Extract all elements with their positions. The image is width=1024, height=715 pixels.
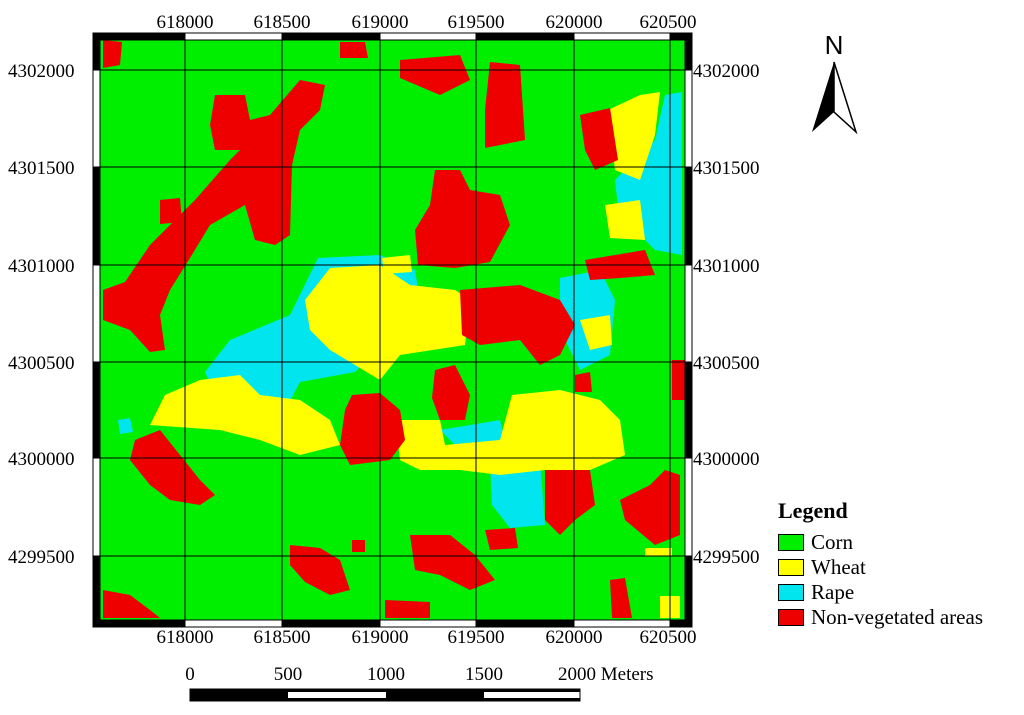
- bottom-tick-label: 619500: [448, 627, 505, 648]
- border-segment: [379, 32, 477, 41]
- border-segment: [92, 32, 101, 71]
- left-tick-label: 4302000: [8, 61, 75, 82]
- map-border: [92, 32, 693, 628]
- legend-item-wheat: Wheat: [778, 555, 983, 580]
- bottom-tick-label: 619000: [352, 627, 409, 648]
- border-segment: [684, 457, 693, 557]
- border-segment: [684, 166, 693, 266]
- land-cover-map: [99, 39, 686, 621]
- right-tick-label: 4299500: [693, 547, 760, 568]
- border-segment: [475, 32, 575, 41]
- right-tick-label: 4300000: [693, 449, 760, 470]
- scale-bar: 0 500 1000 1500 2000 Meters: [185, 664, 654, 702]
- left-tick-label: 4299500: [8, 547, 75, 568]
- border-segment: [379, 619, 477, 628]
- border-segment: [92, 619, 186, 628]
- border-segment: [684, 361, 693, 459]
- legend: Legend Corn Wheat Rape Non-vegetated are…: [778, 498, 983, 630]
- bottom-coordinate-labels: 618000 618500 619000 619500 620000 62050…: [157, 627, 697, 648]
- border-segment: [684, 264, 693, 363]
- scale-label: 1500: [465, 664, 503, 685]
- right-tick-label: 4300500: [693, 353, 760, 374]
- top-tick-label: 618000: [157, 12, 214, 33]
- left-tick-label: 4301000: [8, 256, 75, 277]
- legend-item-corn: Corn: [778, 530, 983, 555]
- border-segment: [92, 555, 101, 628]
- legend-swatch: [778, 584, 804, 601]
- border-segment: [684, 555, 693, 628]
- border-segment: [573, 619, 671, 628]
- top-coordinate-labels: 618000 618500 619000 619500 620000 62050…: [157, 12, 697, 33]
- border-segment: [92, 361, 101, 459]
- border-segment: [684, 69, 693, 168]
- north-arrow: N: [812, 30, 858, 135]
- left-coordinate-labels: 4302000 4301500 4301000 4300500 4300000 …: [8, 61, 75, 568]
- north-letter: N: [825, 30, 844, 60]
- bottom-tick-label: 618500: [254, 627, 311, 648]
- legend-swatch: [778, 609, 804, 626]
- border-segment: [92, 32, 186, 41]
- non-vegetated-areas: [103, 40, 685, 618]
- border-segment: [475, 619, 575, 628]
- left-tick-label: 4301500: [8, 158, 75, 179]
- legend-label: Rape: [811, 580, 855, 604]
- wheat-areas: [150, 92, 680, 618]
- right-coordinate-labels: 4302000 4301500 4301000 4300500 4300000 …: [693, 61, 760, 568]
- top-tick-label: 620000: [546, 12, 603, 33]
- border-segment: [281, 32, 381, 41]
- scale-label: 500: [274, 664, 303, 685]
- border-segment: [92, 264, 101, 363]
- right-tick-label: 4301500: [693, 158, 760, 179]
- border-segment: [281, 619, 381, 628]
- border-segment: [184, 32, 283, 41]
- map-grid: [100, 40, 685, 620]
- left-tick-label: 4300000: [8, 449, 75, 470]
- bottom-tick-label: 618000: [157, 627, 214, 648]
- border-segment: [684, 32, 693, 71]
- scale-bar-segments: [189, 688, 581, 702]
- scale-label: 0: [185, 664, 195, 685]
- top-tick-label: 618500: [254, 12, 311, 33]
- north-arrow-icon: [812, 61, 858, 135]
- border-segment: [92, 457, 101, 557]
- border-outline: [92, 32, 693, 628]
- top-tick-label: 619500: [448, 12, 505, 33]
- scale-label: 1000: [367, 664, 405, 685]
- border-segment: [184, 619, 283, 628]
- border-segment: [92, 69, 101, 168]
- right-tick-label: 4301000: [693, 256, 760, 277]
- legend-swatch: [778, 534, 804, 551]
- scale-label: 2000 Meters: [558, 664, 654, 685]
- legend-item-rape: Rape: [778, 580, 983, 605]
- legend-item-non-vegetated: Non-vegetated areas: [778, 605, 983, 630]
- bottom-tick-label: 620500: [640, 627, 697, 648]
- border-segment: [92, 166, 101, 266]
- right-tick-label: 4302000: [693, 61, 760, 82]
- legend-label: Corn: [811, 530, 853, 554]
- bottom-tick-label: 620000: [546, 627, 603, 648]
- border-segment: [573, 32, 671, 41]
- legend-label: Wheat: [811, 555, 866, 579]
- top-tick-label: 620500: [640, 12, 697, 33]
- left-tick-label: 4300500: [8, 353, 75, 374]
- legend-title: Legend: [778, 498, 848, 523]
- legend-swatch: [778, 559, 804, 576]
- top-tick-label: 619000: [352, 12, 409, 33]
- legend-label: Non-vegetated areas: [811, 605, 983, 629]
